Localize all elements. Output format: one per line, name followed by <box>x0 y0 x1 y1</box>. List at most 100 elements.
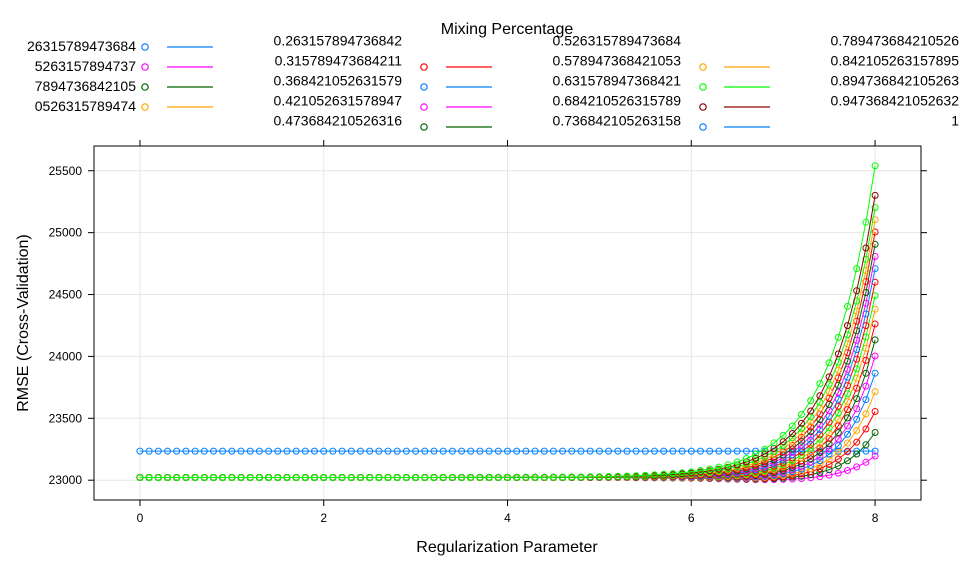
legend-label: 0.684210526315789 <box>553 93 682 109</box>
data-point <box>871 447 879 455</box>
data-point <box>173 447 181 455</box>
data-point <box>844 322 851 330</box>
data-point <box>816 444 824 452</box>
data-point <box>816 416 824 424</box>
data-point <box>788 442 796 449</box>
data-point <box>853 463 861 471</box>
data-point <box>182 474 190 481</box>
data-point <box>825 461 833 468</box>
data-point <box>871 204 879 212</box>
data-point <box>862 382 870 390</box>
data-point <box>210 474 217 481</box>
data-point <box>807 423 815 431</box>
x-tick-label: 2 <box>320 511 327 525</box>
y-tick-label: 23500 <box>49 411 83 425</box>
data-point <box>366 474 374 481</box>
data-point <box>816 392 824 400</box>
data-point <box>862 458 870 466</box>
data-point <box>834 429 842 437</box>
legend-point-symbol <box>141 43 149 51</box>
data-point <box>807 436 815 444</box>
data-point <box>798 411 805 418</box>
data-point <box>807 418 815 426</box>
data-point <box>816 469 824 476</box>
data-point <box>265 447 273 455</box>
data-point <box>834 448 842 456</box>
data-point <box>871 228 879 236</box>
data-point <box>660 470 668 478</box>
data-point <box>844 302 851 310</box>
data-point <box>752 461 760 469</box>
data-point <box>228 447 236 455</box>
data-point <box>347 474 355 481</box>
data-point <box>825 429 833 437</box>
data-point <box>513 447 521 455</box>
data-point <box>779 461 787 469</box>
legend-point-symbol <box>420 63 428 71</box>
data-point <box>788 434 796 442</box>
data-point <box>862 218 870 226</box>
data-point <box>145 447 153 455</box>
data-point <box>752 450 760 458</box>
data-point <box>715 447 723 455</box>
data-point <box>476 473 484 481</box>
data-point <box>853 405 861 413</box>
data-point <box>807 432 815 440</box>
data-point <box>568 447 576 455</box>
series-group <box>136 162 879 484</box>
data-point <box>844 422 851 430</box>
data-point <box>715 465 723 473</box>
data-point <box>577 473 585 481</box>
data-point <box>816 435 824 443</box>
data-point <box>182 447 190 455</box>
data-point <box>844 414 851 422</box>
data-point <box>853 265 861 273</box>
data-point <box>798 468 805 475</box>
data-point <box>816 380 824 388</box>
data-point <box>788 461 796 469</box>
data-point <box>779 442 787 449</box>
data-point <box>871 253 879 260</box>
data-point <box>706 447 714 455</box>
data-point <box>779 431 787 439</box>
data-point <box>853 427 861 434</box>
data-point <box>862 356 870 364</box>
data-point <box>448 447 456 455</box>
data-point <box>844 457 851 465</box>
legend-label: 0.631578947368421 <box>553 73 682 89</box>
data-point <box>154 474 162 481</box>
data-point <box>402 447 410 455</box>
data-point <box>191 474 199 481</box>
data-point <box>255 474 263 481</box>
x-axis-label: Regularization Parameter <box>416 539 598 556</box>
data-point <box>862 244 870 252</box>
data-point <box>834 350 842 358</box>
data-point <box>871 429 879 436</box>
data-point <box>770 460 778 468</box>
data-point <box>825 455 833 463</box>
data-point <box>742 455 750 462</box>
data-point <box>274 447 282 455</box>
data-point <box>632 472 640 480</box>
data-point <box>586 473 594 481</box>
legend-label: 0526315789474 <box>35 98 136 114</box>
data-point <box>504 473 511 481</box>
data-point <box>412 474 420 481</box>
data-point <box>807 428 815 436</box>
data-point <box>301 447 309 455</box>
data-point <box>485 447 493 455</box>
data-point <box>862 410 870 418</box>
data-point <box>844 448 851 456</box>
data-point <box>531 473 539 481</box>
data-point <box>366 447 374 455</box>
data-point <box>834 409 842 417</box>
x-tick-label: 6 <box>688 511 695 525</box>
data-point <box>265 474 273 481</box>
axes: 0 2 4 6 8 23000 23500 24000 24500 25000 25500 <box>49 140 927 525</box>
data-point <box>871 191 879 199</box>
data-point <box>871 452 879 460</box>
data-point <box>862 441 870 449</box>
legend-point-symbol <box>420 83 428 91</box>
data-point <box>311 447 318 455</box>
data-point <box>412 447 420 455</box>
